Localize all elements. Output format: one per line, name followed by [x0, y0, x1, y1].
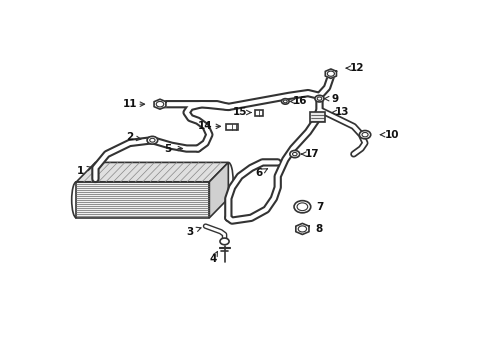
FancyBboxPatch shape	[226, 123, 238, 130]
Text: 16: 16	[293, 96, 308, 107]
Text: 13: 13	[335, 108, 349, 117]
Circle shape	[156, 102, 164, 107]
Polygon shape	[209, 162, 228, 218]
Circle shape	[293, 152, 297, 156]
Polygon shape	[325, 69, 337, 78]
Circle shape	[298, 226, 307, 232]
Circle shape	[362, 132, 368, 137]
Circle shape	[281, 99, 289, 104]
Text: 12: 12	[350, 63, 365, 73]
Text: 1: 1	[76, 166, 84, 176]
Circle shape	[327, 71, 334, 76]
Text: 4: 4	[209, 255, 217, 264]
Text: 6: 6	[255, 168, 262, 179]
Text: 17: 17	[305, 149, 319, 159]
Text: 8: 8	[316, 224, 323, 234]
Text: 9: 9	[331, 94, 338, 104]
Polygon shape	[296, 223, 309, 234]
Circle shape	[150, 138, 155, 142]
Text: 11: 11	[122, 99, 137, 109]
Text: 2: 2	[126, 132, 133, 143]
Circle shape	[317, 97, 322, 100]
Circle shape	[359, 131, 371, 139]
FancyBboxPatch shape	[255, 110, 263, 116]
Polygon shape	[76, 162, 228, 182]
Text: 10: 10	[384, 130, 399, 140]
Circle shape	[315, 95, 324, 102]
Text: 3: 3	[187, 227, 194, 237]
Circle shape	[294, 201, 311, 213]
Circle shape	[290, 150, 300, 158]
Polygon shape	[76, 182, 209, 218]
Circle shape	[297, 203, 308, 211]
Text: 5: 5	[164, 144, 171, 153]
Text: 14: 14	[198, 121, 213, 131]
FancyBboxPatch shape	[310, 112, 325, 122]
Circle shape	[220, 238, 229, 245]
Polygon shape	[154, 99, 166, 109]
Circle shape	[283, 100, 287, 103]
Circle shape	[147, 136, 158, 144]
Text: 7: 7	[316, 202, 323, 212]
Text: 15: 15	[232, 108, 247, 117]
